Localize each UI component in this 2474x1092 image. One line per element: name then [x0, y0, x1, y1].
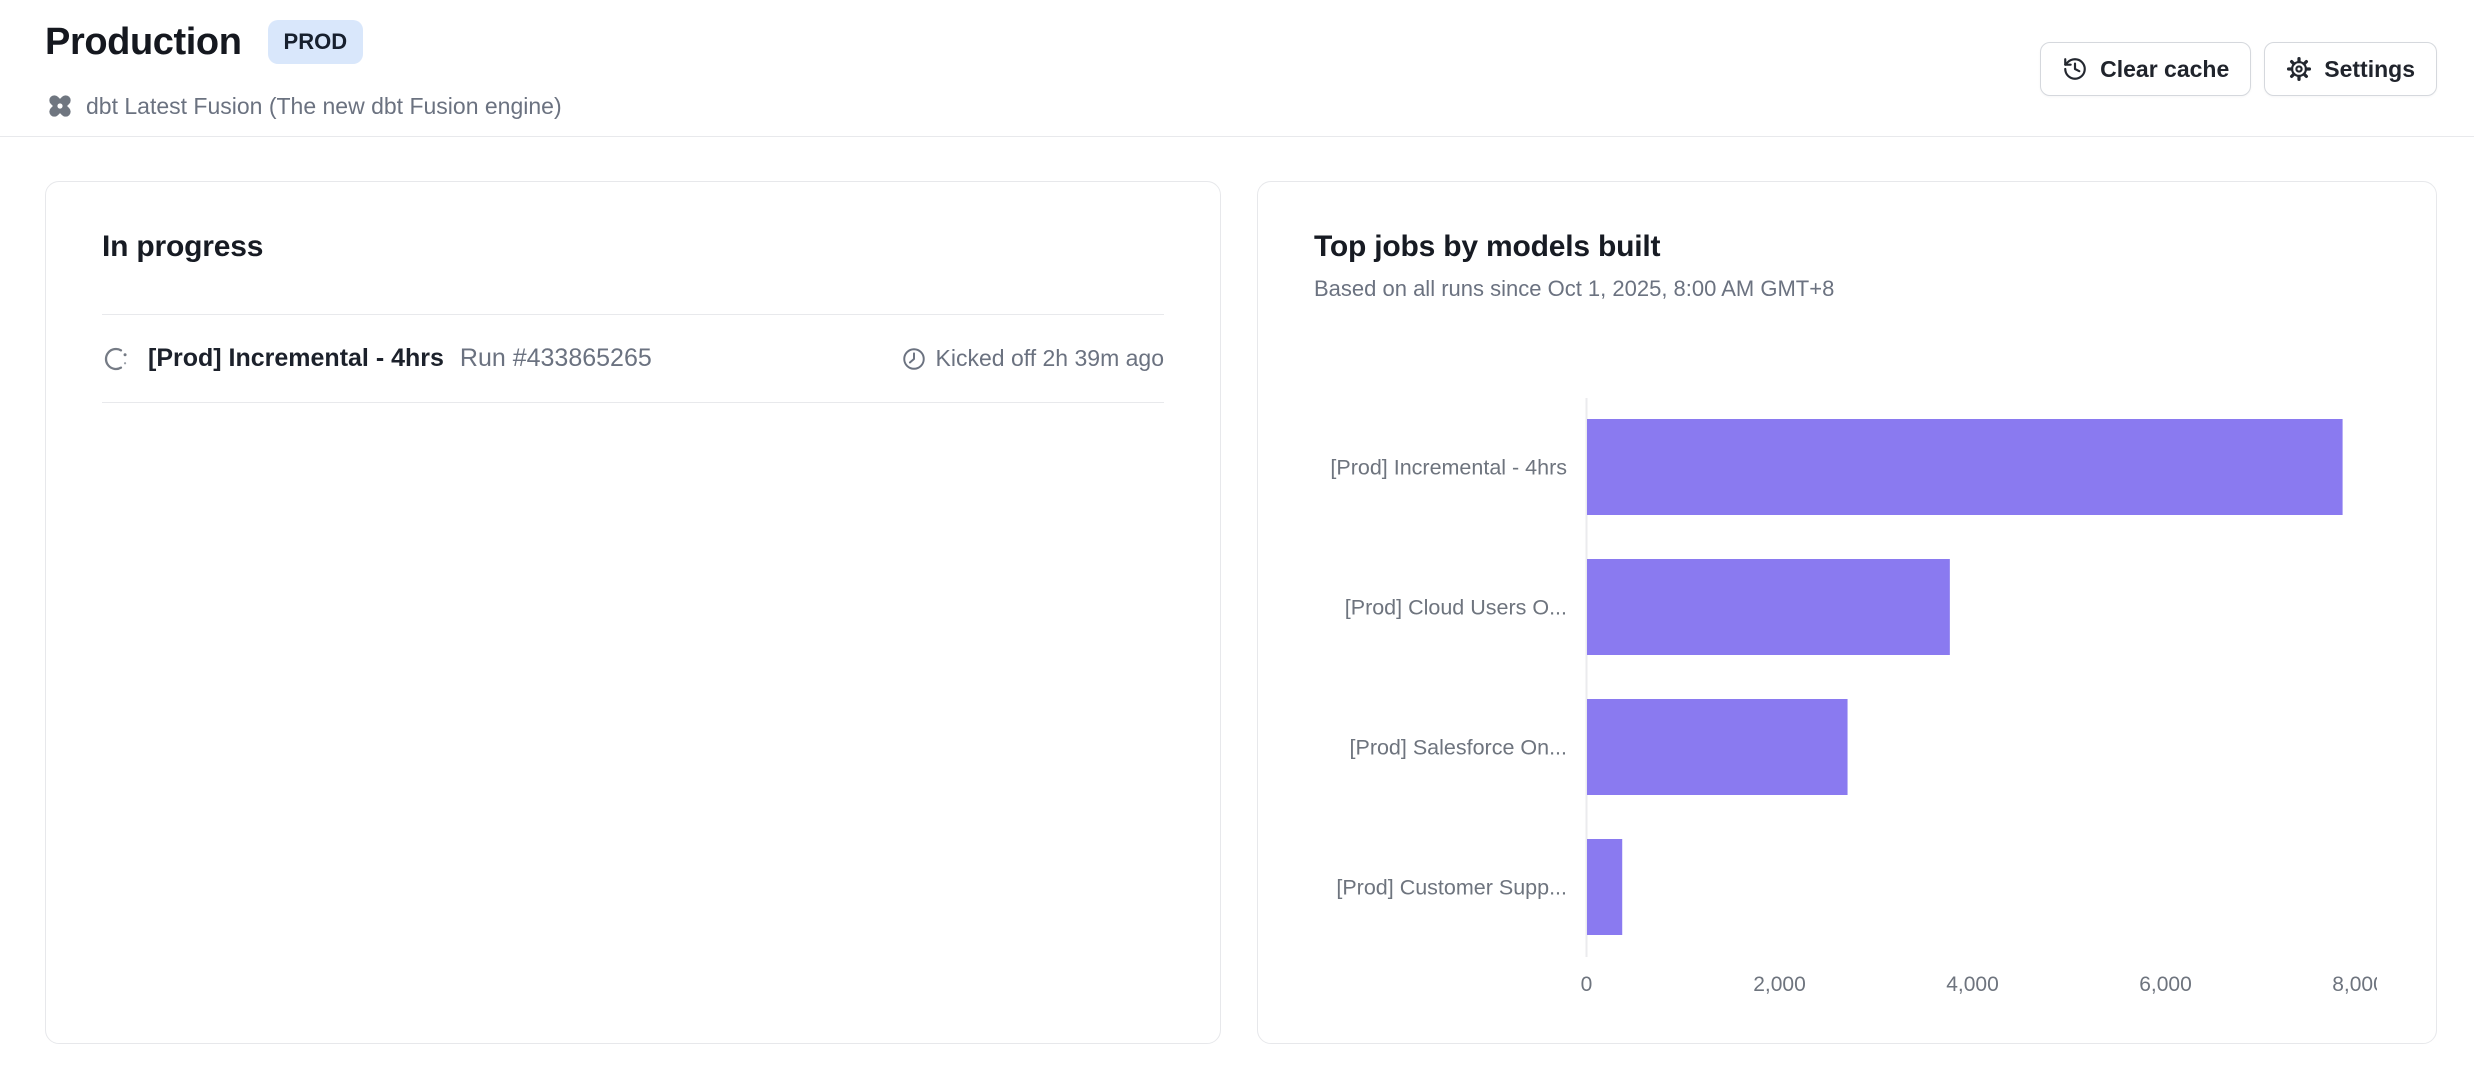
- run-number-link[interactable]: Run #433865265: [459, 344, 652, 372]
- gear-icon: [2286, 56, 2312, 82]
- clock-icon: [901, 346, 927, 372]
- dbt-logo-icon: [45, 91, 75, 121]
- in-progress-card: In progress [Prod] Incremental - 4hrs Ru…: [45, 181, 1221, 1044]
- in-progress-title: In progress: [102, 230, 264, 263]
- clear-cache-button[interactable]: Clear cache: [2040, 42, 2252, 96]
- y-axis-label-3: [Prod] Customer Supp...: [1336, 876, 1567, 900]
- running-spinner-icon: [102, 345, 130, 373]
- page-title: Production: [45, 20, 242, 63]
- engine-label: dbt Latest Fusion (The new dbt Fusion en…: [86, 92, 562, 119]
- x-tick-3: 6,000: [2139, 973, 2192, 996]
- y-axis-label-2: [Prod] Salesforce On...: [1350, 736, 1568, 760]
- settings-label: Settings: [2324, 55, 2415, 82]
- top-jobs-subtitle: Based on all runs since Oct 1, 2025, 8:0…: [1314, 276, 1835, 301]
- clear-cache-label: Clear cache: [2100, 55, 2230, 82]
- settings-button[interactable]: Settings: [2264, 42, 2437, 96]
- y-axis-label-1: [Prod] Cloud Users O...: [1345, 596, 1567, 620]
- top-jobs-title: Top jobs by models built: [1314, 230, 1661, 263]
- bar-3[interactable]: [1587, 839, 1623, 935]
- x-tick-4: 8,000: [2332, 973, 2377, 996]
- x-tick-1: 2,000: [1753, 973, 1806, 996]
- x-tick-0: 0: [1581, 973, 1593, 996]
- top-jobs-card: Top jobs by models built Based on all ru…: [1257, 181, 2437, 1044]
- x-tick-2: 4,000: [1946, 973, 1999, 996]
- run-kicked-off: Kicked off 2h 39m ago: [935, 345, 1164, 371]
- top-jobs-bar-chart: [Prod] Incremental - 4hrs [Prod] Cloud Us…: [1330, 398, 2377, 996]
- engine-subtitle: dbt Latest Fusion (The new dbt Fusion en…: [45, 91, 2437, 121]
- header-actions: Clear cache: [2040, 42, 2437, 96]
- environment-badge: PROD: [267, 20, 364, 64]
- bar-2[interactable]: [1587, 699, 1848, 795]
- title-row: Production PROD: [45, 14, 2437, 70]
- bar-0[interactable]: [1587, 419, 2343, 515]
- history-icon: [2062, 56, 2088, 82]
- run-row[interactable]: [Prod] Incremental - 4hrs Run #433865265…: [102, 315, 1164, 403]
- bar-1[interactable]: [1587, 559, 1950, 655]
- divider: [102, 314, 1164, 315]
- y-axis-label-0: [Prod] Incremental - 4hrs: [1330, 456, 1567, 480]
- page-header: Production PROD dbt Latest Fusion (The n…: [0, 0, 2474, 137]
- run-job-name: [Prod] Incremental - 4hrs: [148, 344, 444, 372]
